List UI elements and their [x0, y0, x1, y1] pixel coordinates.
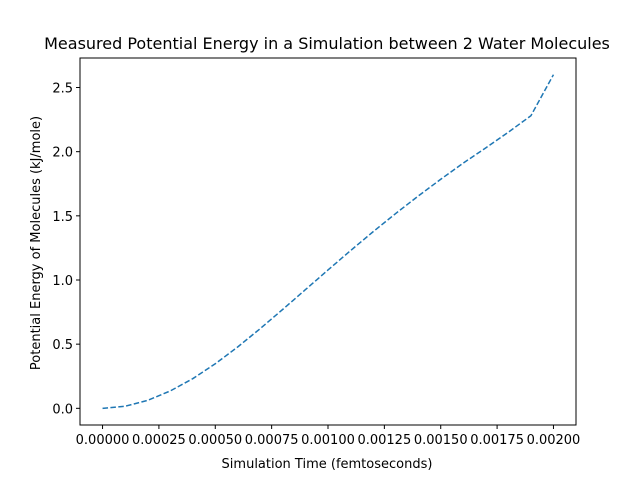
- x-tick-label: 0.00050: [188, 433, 242, 448]
- plot-area: 0.00000 0.00025 0.00050 0.00075 0.00100 0.001…: [52, 57, 581, 448]
- y-axis-ticks: 0.0 0.5 1.0 1.5 2.0 2.5: [52, 82, 80, 417]
- x-tick-label: 0.00125: [357, 433, 411, 448]
- y-axis-label: Potential Energy of Molecules (kJ/mole): [29, 116, 44, 370]
- x-axis-ticks: 0.00000 0.00025 0.00050 0.00075 0.00100 0.001…: [76, 425, 581, 448]
- x-tick-label: 0.00000: [76, 433, 130, 448]
- x-tick-label: 0.00075: [245, 433, 299, 448]
- x-axis-label: Simulation Time (femtoseconds): [222, 457, 433, 472]
- x-tick-label: 0.00025: [132, 433, 186, 448]
- series-line: [102, 74, 555, 410]
- chart-title: Measured Potential Energy in a Simulatio…: [44, 34, 610, 53]
- y-tick-label: 0.5: [52, 338, 73, 353]
- y-tick-label: 2.0: [52, 146, 73, 161]
- y-tick-label: 1.5: [52, 210, 73, 225]
- x-tick-label: 0.00200: [527, 433, 581, 448]
- y-tick-label: 0.0: [52, 402, 73, 417]
- y-tick-label: 2.5: [52, 82, 73, 97]
- x-tick-label: 0.00150: [414, 433, 468, 448]
- x-tick-label: 0.00175: [470, 433, 524, 448]
- series-layer: [102, 74, 555, 410]
- y-tick-label: 1.0: [52, 274, 73, 289]
- x-tick-label: 0.00100: [301, 433, 355, 448]
